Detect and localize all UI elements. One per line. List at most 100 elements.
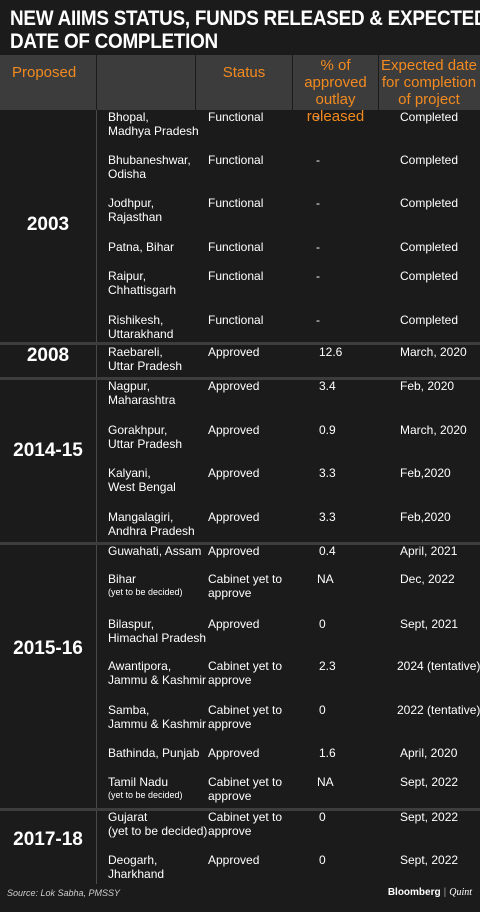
location-line: Bhopal, xyxy=(108,110,149,124)
location-line: Bhubaneshwar, xyxy=(108,153,191,167)
location-cell: Nagpur, Maharashtra xyxy=(108,379,175,407)
brand-bloomberg: Bloomberg xyxy=(387,887,441,898)
status-cell: Cabinet yet to approve xyxy=(208,703,282,731)
completion-date-cell: March, 2020 xyxy=(400,345,467,359)
outlay-pct-cell: - xyxy=(316,196,320,210)
location-line: Raebareli, xyxy=(108,345,163,359)
location-note: (yet to be decided) xyxy=(108,790,183,800)
location-cell: Gorakhpur, Uttar Pradesh xyxy=(108,423,182,451)
completion-date-cell: 2024 (tentative) xyxy=(397,659,480,673)
header-divider xyxy=(96,55,97,110)
location-cell: Mangalagiri, Andhra Pradesh xyxy=(108,510,195,538)
status-line: Approved xyxy=(208,466,260,480)
page-title: NEW AIIMS STATUS, FUNDS RELEASED & EXPEC… xyxy=(10,7,480,53)
location-cell: Rishikesh, Uttarakhand xyxy=(108,313,173,341)
location-line: Jammu & Kashmir xyxy=(108,717,207,731)
outlay-pct-cell: NA xyxy=(317,775,334,789)
completion-date-cell: Completed xyxy=(400,313,459,327)
year-label: 2008 xyxy=(26,345,70,366)
location-line: Madhya Pradesh xyxy=(108,124,199,138)
location-line: Bathinda, Punjab xyxy=(108,746,200,760)
completion-date-cell: March, 2020 xyxy=(400,423,467,437)
status-line: Approved xyxy=(208,746,260,760)
location-cell: Patna, Bihar xyxy=(108,240,174,254)
outlay-pct-cell: 2.3 xyxy=(319,659,336,673)
outlay-pct-cell: NA xyxy=(317,572,334,586)
year-label: 2017-18 xyxy=(13,829,83,850)
location-line: (yet to be decided) xyxy=(108,824,208,838)
outlay-pct-cell: 1.6 xyxy=(319,746,336,760)
location-line: Raipur, xyxy=(108,269,147,283)
column-divider xyxy=(96,110,97,884)
completion-date-cell: Feb,2020 xyxy=(400,466,451,480)
location-cell: Jodhpur, Rajasthan xyxy=(108,196,162,224)
completion-date-cell: Completed xyxy=(400,240,459,254)
status-line: Approved xyxy=(208,423,260,437)
status-cell: Functional xyxy=(208,153,263,167)
location-line: Samba, xyxy=(108,703,150,717)
outlay-pct-cell: - xyxy=(316,269,320,283)
outlay-pct-cell: - xyxy=(316,153,320,167)
status-cell: Approved xyxy=(208,617,259,631)
outlay-pct-cell: 0.9 xyxy=(319,423,336,437)
completion-date-cell: Completed xyxy=(400,269,459,283)
header-pct: % of approved outlay released xyxy=(304,57,367,125)
location-line: Gorakhpur, xyxy=(108,423,168,437)
location-line: Kalyani, xyxy=(108,466,151,480)
status-line: Functional xyxy=(208,313,264,327)
location-cell: Samba, Jammu & Kashmir xyxy=(108,703,206,731)
status-cell: Functional xyxy=(208,240,263,254)
status-cell: Approved xyxy=(208,423,259,437)
status-cell: Functional xyxy=(208,313,263,327)
completion-date-cell: Completed xyxy=(400,110,459,124)
status-line: Approved xyxy=(208,345,260,359)
completion-date-cell: Completed xyxy=(400,196,459,210)
completion-date-cell: April, 2021 xyxy=(400,544,458,558)
location-cell: Kalyani, West Bengal xyxy=(108,466,176,494)
location-cell: Bihar (yet to be decided) xyxy=(108,572,183,598)
status-cell: Approved xyxy=(208,379,259,393)
header-divider xyxy=(292,55,293,110)
status-line: Functional xyxy=(208,196,264,210)
completion-date-cell: 2022 (tentative) xyxy=(397,703,480,717)
status-line: approve xyxy=(208,673,252,687)
location-line: Bihar xyxy=(108,572,137,586)
status-line: Approved xyxy=(208,617,260,631)
outlay-pct-cell: - xyxy=(316,240,320,254)
outlay-pct-cell: - xyxy=(316,313,320,327)
location-line: Tamil Nadu xyxy=(108,775,169,789)
outlay-pct-cell: 3.3 xyxy=(319,510,336,524)
status-cell: Approved xyxy=(208,746,259,760)
location-line: Himachal Pradesh xyxy=(108,631,207,645)
completion-date-cell: Dec, 2022 xyxy=(400,572,455,586)
location-line: Rishikesh, xyxy=(108,313,164,327)
location-line: Uttar Pradesh xyxy=(108,437,183,451)
status-line: Approved xyxy=(208,510,260,524)
completion-date-cell: Completed xyxy=(400,153,459,167)
completion-date-cell: Feb,2020 xyxy=(400,510,451,524)
status-cell: Functional xyxy=(208,269,263,283)
year-label: 2003 xyxy=(26,214,70,235)
location-line: Chhattisgarh xyxy=(108,283,177,297)
location-cell: Raebareli, Uttar Pradesh xyxy=(108,345,182,373)
location-line: Patna, Bihar xyxy=(108,240,175,254)
location-cell: Bilaspur, Himachal Pradesh xyxy=(108,617,206,645)
status-line: Approved xyxy=(208,853,260,867)
location-line: Deogarh, xyxy=(108,853,158,867)
completion-date-cell: Sept, 2022 xyxy=(400,853,459,867)
year-label: 2014-15 xyxy=(13,440,83,461)
outlay-pct-cell: 0 xyxy=(319,703,326,717)
status-line: approve xyxy=(208,824,252,838)
location-note: (yet to be decided) xyxy=(108,587,183,597)
location-cell: Awantipora, Jammu & Kashmir xyxy=(108,659,206,687)
outlay-pct-cell: 3.4 xyxy=(319,379,336,393)
source-note: Source: Lok Sabha, PMSSY xyxy=(7,888,121,898)
header-date: Expected date for completion of project xyxy=(381,57,477,108)
status-cell: Approved xyxy=(208,345,259,359)
status-cell: Approved xyxy=(208,544,259,558)
completion-date-cell: Feb, 2020 xyxy=(400,379,455,393)
status-line: Functional xyxy=(208,110,264,124)
header-divider xyxy=(378,55,379,110)
location-line: Uttar Pradesh xyxy=(108,359,183,373)
brand-quint: Quint xyxy=(449,887,472,898)
